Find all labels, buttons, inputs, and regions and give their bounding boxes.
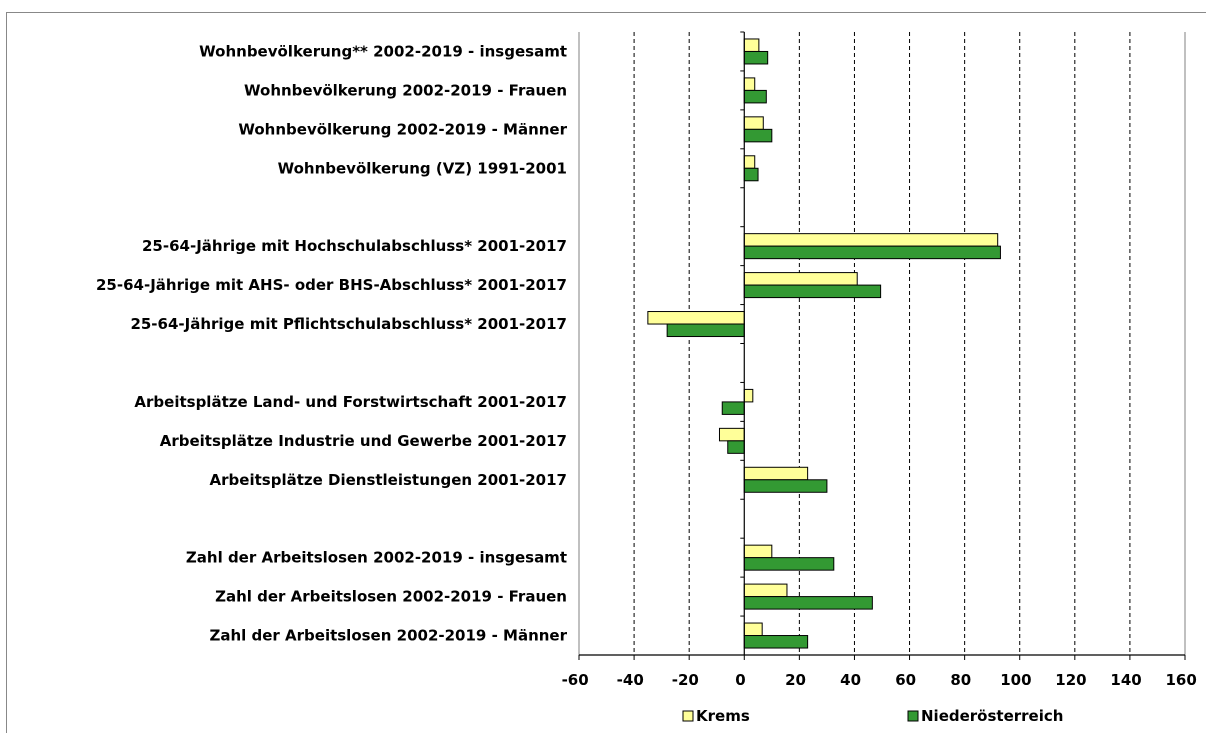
x-tick-label: -20 (672, 671, 699, 689)
bar-niederoesterreich-arbeitsplaetze-dienstleistungen-2001-2017 (743, 479, 828, 493)
x-tick-labels: -60 -40 -20 0 20 40 60 80 100 120 140 160 (562, 671, 1197, 689)
bar-niederoesterreich-zahl-der-arbeitslosen-2002-2019-frauen (743, 596, 873, 610)
x-tick-label: 100 (1000, 671, 1031, 689)
bar-krems-wohnbevoelkerung-2002-2019-insgesamt (743, 38, 760, 52)
x-tick-label: -60 (562, 671, 589, 689)
bar-niederoesterreich-wohnbevoelkerung-2002-2019-maenner (743, 128, 773, 143)
bar-niederoesterreich-25-64-jaehrige-mit-pflichtschulabschluss-2001-2017 (666, 323, 745, 338)
category-label: Zahl der Arbeitslosen 2002-2019 - Männer (209, 627, 567, 645)
bar-krems-arbeitsplaetze-land-und-forstwirtschaft-2001-2017 (743, 388, 754, 403)
x-tick-label: 120 (1055, 671, 1086, 689)
bar-niederoesterreich-25-64-jaehrige-mit-hochschulabschluss-2001-2017 (743, 245, 1001, 260)
category-label: Wohnbevölkerung** 2002-2019 - insgesamt (199, 42, 567, 60)
bar-niederoesterreich-arbeitsplaetze-land-und-forstwirtschaft-2001-2017 (721, 401, 745, 415)
bar-krems-25-64-jaehrige-mit-pflichtschulabschluss-2001-2017 (647, 311, 745, 325)
category-label: 25-64-Jährige mit Pflichtschulabschluss*… (130, 315, 567, 333)
x-tick-label: 140 (1110, 671, 1141, 689)
x-tick-label: 20 (785, 671, 806, 689)
bar-krems-zahl-der-arbeitslosen-2002-2019-frauen (743, 583, 788, 598)
bar-niederoesterreich-wohnbevoelkerung-2002-2019-insgesamt (743, 50, 769, 65)
category-label: 25-64-Jährige mit Hochschulabschluss* 20… (142, 237, 567, 255)
category-label: Arbeitsplätze Land- und Forstwirtschaft … (134, 393, 567, 411)
legend-label-niederoesterreich: Niederösterreich (921, 707, 1063, 725)
axes (578, 31, 1186, 660)
category-label: Wohnbevölkerung 2002-2019 - Frauen (244, 81, 567, 99)
bar-krems-zahl-der-arbeitslosen-2002-2019-insgesamt (743, 544, 773, 559)
bar-niederoesterreich-wohnbevoelkerung-vz-1991-2001 (743, 167, 759, 182)
bar-krems-wohnbevoelkerung-vz-1991-2001 (743, 155, 756, 169)
bar-krems-zahl-der-arbeitslosen-2002-2019-maenner (743, 622, 763, 637)
x-tick-label: 80 (950, 671, 971, 689)
category-label: Arbeitsplätze Dienstleistungen 2001-2017 (210, 471, 567, 489)
bar-niederoesterreich-wohnbevoelkerung-2002-2019-frauen (743, 89, 767, 104)
x-tick-label: 40 (840, 671, 861, 689)
bar-krems-arbeitsplaetze-dienstleistungen-2001-2017 (743, 466, 809, 481)
bars (647, 38, 1001, 649)
category-label: Zahl der Arbeitslosen 2002-2019 - insges… (186, 549, 567, 567)
bar-niederoesterreich-25-64-jaehrige-mit-ahs-oder-bhs-abschluss-2001-2017 (743, 284, 882, 299)
bar-krems-wohnbevoelkerung-2002-2019-frauen (743, 77, 756, 91)
x-tick-label: 0 (735, 671, 745, 689)
x-tick-label: 160 (1165, 671, 1196, 689)
x-tick-label: -40 (617, 671, 644, 689)
category-labels: Wohnbevölkerung** 2002-2019 - insgesamt W… (96, 42, 568, 644)
category-label: 25-64-Jährige mit AHS- oder BHS-Abschlus… (96, 276, 567, 294)
bar-krems-25-64-jaehrige-mit-hochschulabschluss-2001-2017 (743, 233, 999, 247)
chart-frame (6, 12, 1206, 733)
category-label: Wohnbevölkerung 2002-2019 - Männer (238, 120, 567, 138)
x-tick-label: 60 (895, 671, 916, 689)
category-label: Wohnbevölkerung (VZ) 1991-2001 (278, 159, 567, 177)
category-label: Arbeitsplätze Industrie und Gewerbe 2001… (160, 432, 567, 450)
bar-niederoesterreich-zahl-der-arbeitslosen-2002-2019-insgesamt (743, 557, 835, 571)
bar-krems-arbeitsplaetze-industrie-und-gewerbe-2001-2017 (718, 427, 745, 442)
bar-niederoesterreich-zahl-der-arbeitslosen-2002-2019-maenner (743, 635, 809, 649)
legend: Krems Niederösterreich (682, 707, 1063, 725)
legend-swatch-krems (682, 710, 694, 722)
bar-krems-25-64-jaehrige-mit-ahs-oder-bhs-abschluss-2001-2017 (743, 272, 858, 286)
bar-krems-wohnbevoelkerung-2002-2019-maenner (743, 116, 764, 130)
legend-label-krems: Krems (696, 707, 750, 725)
legend-swatch-niederoesterreich (907, 710, 919, 722)
grid-lines (633, 32, 1186, 655)
bar-niederoesterreich-arbeitsplaetze-industrie-und-gewerbe-2001-2017 (727, 440, 745, 454)
category-label: Zahl der Arbeitslosen 2002-2019 - Frauen (215, 588, 567, 606)
